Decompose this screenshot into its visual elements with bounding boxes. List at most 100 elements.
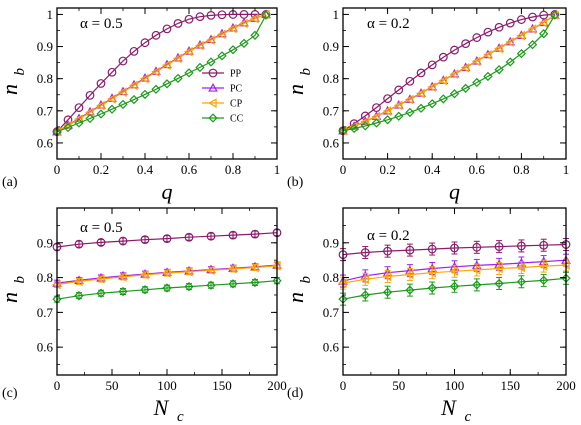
alpha-annotation: α = 0.5 — [80, 220, 123, 236]
data-point-CP — [238, 18, 248, 29]
data-point-CP — [427, 82, 436, 92]
data-point-CC — [461, 83, 471, 93]
x-axis-label: q — [162, 179, 173, 204]
data-point-CP — [382, 271, 392, 282]
data-point-PP — [217, 10, 227, 20]
data-point-PP — [85, 90, 95, 100]
x-tick-label: 50 — [392, 378, 405, 393]
data-point-PP — [173, 19, 183, 28]
data-point-CP — [494, 263, 503, 274]
data-point-CC — [96, 288, 106, 298]
data-point-PP — [483, 27, 493, 37]
y-tick-label: 0.9 — [323, 39, 339, 54]
data-point-CC — [516, 48, 527, 59]
legend-label: PP — [230, 69, 242, 80]
panel-c: 0 50 100 150 200 0.6 0.7 0.8 0.9 Nc nb α = 0.5 (c) — [0, 207, 287, 425]
data-point-CC — [449, 281, 460, 291]
data-point-CC — [140, 285, 150, 295]
legend-label: PC — [230, 84, 243, 95]
data-point-CP — [194, 40, 204, 51]
x-tick-label: 0.6 — [181, 162, 198, 177]
data-point-PP — [107, 67, 117, 77]
panel-a: 0 0.2 0.4 0.6 0.8 1 0.6 0.7 0.8 0.9 1 q nb α = 0.5 (a)… — [0, 7, 280, 204]
data-point-CP — [393, 100, 403, 111]
data-point-CP — [139, 73, 149, 84]
data-point-PP — [184, 14, 194, 24]
data-point-CC — [550, 10, 560, 20]
data-point-CC — [118, 286, 128, 297]
data-point-CP — [73, 276, 83, 287]
panel-label: (c) — [2, 386, 18, 401]
data-point-CP — [416, 88, 425, 99]
data-point-CP — [161, 60, 171, 71]
panel-label: (b) — [287, 175, 304, 190]
data-point-CC — [206, 280, 216, 290]
data-point-CP — [438, 75, 447, 86]
data-point-CC — [63, 122, 73, 133]
data-point-CP — [427, 267, 436, 278]
y-axis-label-sub: b — [298, 276, 314, 284]
data-point-PP — [151, 30, 161, 40]
y-tick-label: 0.9 — [37, 235, 53, 250]
data-point-PP — [140, 38, 150, 48]
x-axis-label: N — [440, 395, 457, 420]
data-point-PP — [162, 24, 172, 34]
data-point-CC — [494, 278, 504, 289]
data-point-CP — [471, 56, 481, 67]
data-point-PP — [383, 94, 393, 103]
x-tick-label: 0.4 — [137, 162, 154, 177]
data-point-CP — [161, 268, 171, 278]
data-point-CC — [405, 285, 415, 295]
y-tick-label: 0.8 — [37, 71, 53, 86]
series-line-PP — [342, 13, 555, 132]
data-point-CP — [471, 265, 481, 275]
data-point-CP — [205, 35, 215, 45]
data-point-CC — [483, 71, 493, 82]
data-point-CC — [239, 38, 249, 48]
data-point-CC — [118, 99, 128, 110]
data-point-CC — [107, 104, 117, 114]
data-point-CC — [184, 281, 194, 292]
data-point-CP — [371, 111, 381, 122]
y-tick-label: 0.8 — [323, 270, 339, 285]
data-point-CP — [449, 69, 459, 80]
data-point-CC — [195, 62, 205, 73]
data-point-PP — [450, 243, 459, 253]
data-point-CP — [139, 269, 149, 280]
data-point-CP — [404, 94, 414, 105]
data-point-PP — [405, 76, 415, 86]
data-point-CP — [382, 106, 392, 116]
data-point-PP — [184, 232, 194, 242]
x-tick-label: 0.2 — [93, 162, 109, 177]
data-point-CC — [427, 99, 437, 109]
data-point-CP — [117, 87, 127, 97]
series-CP — [51, 260, 281, 290]
x-axis-label-sub: c — [465, 409, 472, 425]
data-point-PP — [74, 239, 84, 249]
data-point-PP — [528, 12, 537, 22]
x-tick-label: 150 — [212, 378, 232, 393]
data-point-CC — [438, 94, 448, 104]
panel-label: (d) — [287, 386, 304, 401]
data-point-CP — [117, 272, 127, 282]
data-point-CP — [249, 262, 259, 273]
x-axis-label: N — [153, 395, 170, 420]
data-point-CC — [250, 277, 260, 288]
x-tick-label: 1 — [563, 162, 570, 177]
legend-marker — [207, 98, 217, 108]
y-axis-label-group: nb — [283, 68, 314, 96]
series-CC — [52, 276, 282, 304]
data-point-CP — [449, 266, 459, 277]
y-axis-label-sub: b — [12, 276, 28, 284]
data-point-PP — [405, 245, 415, 255]
y-tick-label: 0.7 — [323, 103, 340, 118]
data-point-CP — [172, 53, 182, 64]
data-point-PP — [472, 242, 482, 252]
data-point-CC — [96, 109, 106, 119]
x-tick-label: 0.4 — [424, 162, 441, 177]
data-point-PP — [427, 60, 437, 70]
data-point-CP — [527, 24, 537, 35]
data-point-CC — [382, 287, 393, 297]
data-point-CC — [360, 121, 370, 131]
